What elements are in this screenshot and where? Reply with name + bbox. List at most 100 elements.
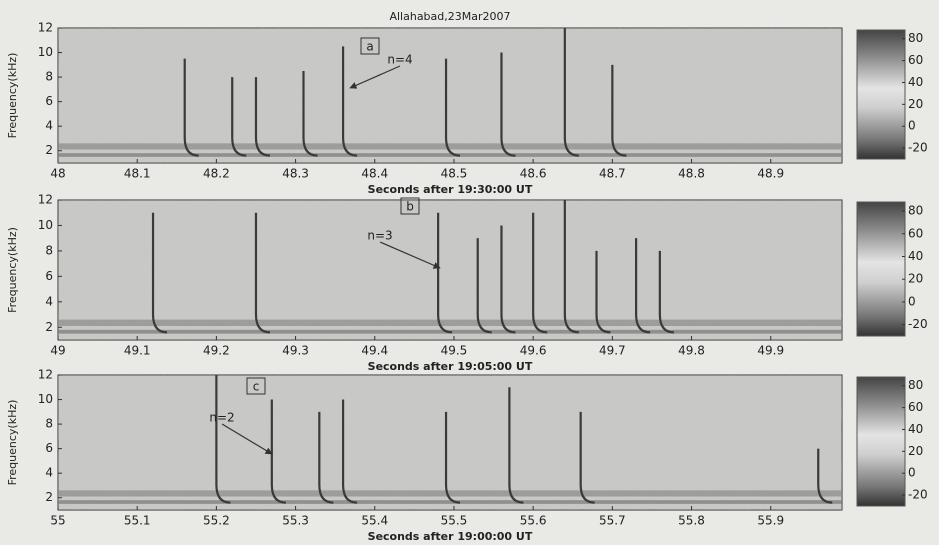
colorbar-tick-label: 20 [908, 272, 923, 286]
sferic [231, 77, 247, 157]
colorbar-tick-label: 40 [908, 422, 923, 436]
annotation-arrow [379, 241, 441, 269]
y-tick-label: 4 [45, 294, 53, 308]
x-tick-label: 55.3 [282, 514, 309, 528]
x-tick-label: 48.7 [599, 167, 626, 181]
x-tick-label: 48 [50, 167, 65, 181]
y-tick-label: 2 [45, 143, 53, 157]
colorbar-tick-label: -20 [908, 317, 928, 331]
annotation-text: n=2 [209, 411, 234, 425]
y-tick-label: 12 [38, 21, 53, 35]
x-tick-label: 48.2 [203, 167, 230, 181]
annotation-label: a [366, 40, 373, 54]
x-tick-label: 48.1 [124, 167, 151, 181]
colorbar-tick-label: 0 [908, 466, 916, 480]
x-tick-label: 49.1 [124, 344, 151, 358]
y-axis-label: Frequency(kHz) [6, 227, 19, 313]
x-tick-label: 55 [50, 514, 65, 528]
y-axis-label: Frequency(kHz) [6, 400, 19, 486]
x-tick-label: 49.6 [520, 344, 547, 358]
colorbar-tick-label: 60 [908, 400, 923, 414]
sferic [563, 28, 579, 157]
annotation-arrow [221, 423, 273, 455]
annotation-arrow [349, 65, 401, 89]
sferic [254, 212, 271, 334]
spectrogram-noise [58, 375, 842, 510]
y-tick-label: 2 [45, 320, 53, 334]
y-tick-label: 8 [45, 417, 53, 431]
x-tick-label: 49.4 [361, 344, 388, 358]
chart-title: Allahabad,23Mar2007 [389, 10, 510, 23]
low-frequency-band [58, 143, 842, 150]
sferic [611, 64, 627, 157]
annotation-label: c [253, 380, 260, 394]
low-frequency-band [58, 490, 842, 497]
colorbar-tick-label: 20 [908, 444, 923, 458]
colorbar-tick-label: 0 [908, 119, 916, 133]
y-axis-label: Frequency(kHz) [6, 53, 19, 139]
sferic [215, 375, 231, 504]
sferic [341, 399, 358, 504]
x-tick-label: 48.9 [757, 167, 784, 181]
low-frequency-band [58, 500, 842, 504]
colorbar-tick-label: -20 [908, 141, 928, 155]
x-axis-label: Seconds after 19:30:00 UT [368, 183, 533, 196]
annotation-box [246, 377, 266, 395]
sferic [318, 411, 334, 504]
sferic [183, 58, 199, 157]
sferic [579, 411, 595, 504]
x-tick-label: 55.9 [757, 514, 784, 528]
colorbar [856, 29, 906, 160]
colorbar-tick-label: 40 [908, 249, 923, 263]
x-tick-label: 55.1 [124, 514, 151, 528]
x-tick-label: 49 [50, 344, 65, 358]
x-tick-label: 48.3 [282, 167, 309, 181]
colorbar-tick-label: 40 [908, 75, 923, 89]
colorbar-tick-label: 60 [908, 226, 923, 240]
sferic [500, 52, 516, 157]
y-tick-label: 10 [38, 392, 53, 406]
sferic [444, 411, 461, 504]
x-tick-label: 48.6 [520, 167, 547, 181]
sferic [302, 70, 318, 157]
colorbar-tick-label: -20 [908, 488, 928, 502]
sferic [532, 212, 548, 334]
low-frequency-band [58, 319, 842, 326]
x-tick-label: 49.3 [282, 344, 309, 358]
y-tick-label: 12 [38, 193, 53, 207]
x-tick-label: 55.8 [678, 514, 705, 528]
x-axis-label: Seconds after 19:00:00 UT [368, 530, 533, 543]
sferic [270, 399, 286, 504]
sferic [635, 238, 651, 334]
sferic [254, 77, 271, 157]
annotation-label: b [406, 200, 414, 214]
y-tick-label: 2 [45, 490, 53, 504]
colorbar-tick-label: 80 [908, 378, 923, 392]
x-tick-label: 55.7 [599, 514, 626, 528]
colorbar-tick-label: 20 [908, 97, 923, 111]
colorbar [856, 201, 906, 337]
spectrogram-noise [58, 200, 842, 340]
spectrogram-noise [58, 28, 842, 163]
colorbar-tick-label: 80 [908, 204, 923, 218]
x-tick-label: 55.2 [203, 514, 230, 528]
sferic [437, 212, 453, 334]
y-tick-label: 6 [45, 94, 53, 108]
x-tick-label: 55.4 [361, 514, 388, 528]
y-tick-label: 4 [45, 466, 53, 480]
x-tick-label: 49.2 [203, 344, 230, 358]
sferic [476, 238, 492, 334]
annotation-box [360, 37, 380, 55]
low-frequency-band [58, 153, 842, 157]
sferic [595, 250, 611, 334]
y-tick-label: 4 [45, 119, 53, 133]
sferic [500, 225, 516, 334]
x-tick-label: 48.5 [441, 167, 468, 181]
x-tick-label: 55.6 [520, 514, 547, 528]
sferic [151, 212, 168, 334]
x-tick-label: 55.5 [441, 514, 468, 528]
colorbar-tick-label: 80 [908, 31, 923, 45]
sferic [341, 46, 358, 157]
x-axis-label: Seconds after 19:05:00 UT [368, 360, 533, 373]
